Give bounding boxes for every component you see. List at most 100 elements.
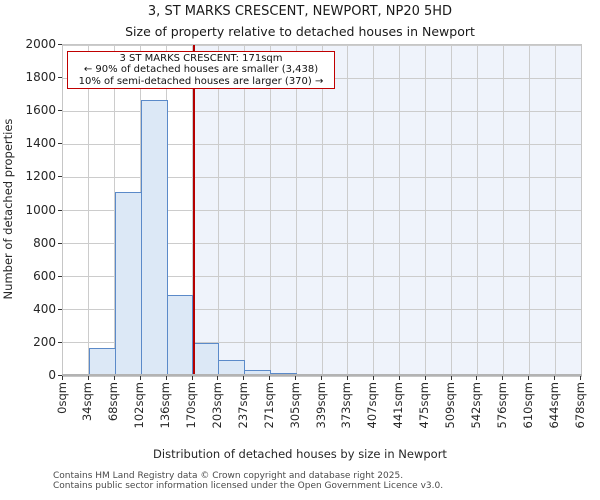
attribution-footer: Contains HM Land Registry data © Crown c… <box>53 471 443 491</box>
x-gridline <box>217 45 219 376</box>
histogram-bar <box>166 294 194 376</box>
y-tick-mark <box>58 209 62 211</box>
y-tick-mark <box>58 341 62 343</box>
x-tick-mark <box>528 376 530 380</box>
x-gridline <box>269 45 271 376</box>
x-tick-mark <box>502 376 504 380</box>
chart-subtitle: Size of property relative to detached ho… <box>125 24 475 39</box>
x-tick-mark <box>165 376 167 380</box>
y-tick-mark <box>58 275 62 277</box>
histogram-bar <box>218 360 246 376</box>
histogram-bar <box>192 342 220 376</box>
x-gridline <box>425 45 427 376</box>
y-tick-label: 1200 <box>25 169 56 184</box>
histogram-bar <box>114 192 142 376</box>
x-gridline <box>554 45 556 376</box>
x-gridline <box>451 45 452 376</box>
x-tick-label: 136sqm <box>158 382 173 429</box>
y-tick-mark <box>58 143 62 145</box>
x-tick-mark <box>113 376 115 380</box>
x-tick-mark <box>476 376 478 380</box>
x-tick-mark <box>191 376 193 380</box>
y-tick-mark <box>58 308 62 310</box>
y-tick-label: 1600 <box>25 103 56 118</box>
x-tick-label: 576sqm <box>494 382 509 429</box>
x-tick-label: 305sqm <box>287 382 302 429</box>
histogram-bar <box>88 347 116 376</box>
x-tick-label: 610sqm <box>520 382 535 429</box>
x-gridline <box>399 45 401 376</box>
x-gridline <box>476 45 478 376</box>
y-tick-label: 600 <box>33 268 56 283</box>
x-axis-label: Distribution of detached houses by size … <box>153 447 447 461</box>
x-tick-label: 509sqm <box>443 382 457 429</box>
x-tick-label: 644sqm <box>546 382 561 429</box>
y-tick-label: 1000 <box>25 202 56 217</box>
chart-title: 3, ST MARKS CRESCENT, NEWPORT, NP20 5HD <box>147 4 453 19</box>
footer-line-1: Contains HM Land Registry data © Crown c… <box>53 471 404 481</box>
x-gridline <box>373 45 375 376</box>
y-tick-label: 2000 <box>25 37 56 51</box>
x-gridline <box>528 45 530 376</box>
x-tick-label: 68sqm <box>106 382 121 422</box>
x-tick-mark <box>217 376 219 380</box>
x-tick-mark <box>62 376 63 380</box>
x-tick-label: 373sqm <box>339 382 354 429</box>
histogram-bar <box>140 100 168 376</box>
x-tick-mark <box>398 376 400 380</box>
x-tick-mark <box>139 376 141 380</box>
x-axis-line <box>62 374 582 376</box>
x-gridline <box>295 45 297 376</box>
y-tick-label: 1800 <box>25 70 56 85</box>
x-gridline <box>88 45 90 376</box>
y-tick-label: 1400 <box>25 136 56 151</box>
x-tick-label: 678sqm <box>572 382 587 429</box>
x-tick-label: 542sqm <box>468 382 483 429</box>
y-tick-mark <box>58 110 62 112</box>
x-tick-label: 34sqm <box>80 382 95 422</box>
y-tick-mark <box>58 242 62 244</box>
y-tick-mark <box>58 176 62 178</box>
y-tick-mark <box>58 375 62 376</box>
x-gridline <box>347 45 349 376</box>
y-tick-label: 800 <box>33 235 56 250</box>
y-tick-label: 200 <box>33 334 56 349</box>
x-gridline <box>243 45 245 376</box>
x-gridline <box>502 45 504 376</box>
annotation-larger-line: 10% of semi-detached houses are larger (… <box>78 75 324 87</box>
x-tick-mark <box>450 376 452 380</box>
x-tick-mark <box>321 376 322 380</box>
x-tick-mark <box>554 376 556 380</box>
x-tick-mark <box>87 376 89 380</box>
y-tick-mark <box>58 77 62 79</box>
property-annotation-box: 3 ST MARKS CRESCENT: 171sqm ← 90% of det… <box>67 51 335 90</box>
x-tick-label: 475sqm <box>417 382 432 429</box>
percentile-line <box>192 45 195 376</box>
y-tick-label: 0 <box>48 368 56 382</box>
x-tick-mark <box>580 376 581 380</box>
x-tick-label: 441sqm <box>391 382 406 429</box>
x-tick-mark <box>424 376 426 380</box>
footer-line-2: Contains public sector information licen… <box>53 481 444 492</box>
y-tick-mark <box>58 44 62 45</box>
y-tick-label: 400 <box>33 301 56 316</box>
x-tick-label: 339sqm <box>313 382 328 429</box>
x-tick-label: 407sqm <box>365 382 380 429</box>
x-tick-label: 271sqm <box>261 382 276 429</box>
x-tick-mark <box>295 376 297 380</box>
x-tick-mark <box>269 376 271 380</box>
x-tick-label: 203sqm <box>209 382 224 429</box>
x-tick-mark <box>243 376 245 380</box>
x-tick-label: 170sqm <box>184 382 198 429</box>
x-tick-label: 0sqm <box>54 382 69 414</box>
plot-area <box>62 44 582 377</box>
annotation-smaller-line: ← 90% of detached houses are smaller (3,… <box>83 64 319 76</box>
x-tick-label: 237sqm <box>235 382 250 429</box>
x-gridline <box>321 45 323 376</box>
x-tick-label: 102sqm <box>132 382 147 429</box>
x-gridline <box>192 45 193 376</box>
annotation-property-line: 3 ST MARKS CRESCENT: 171sqm <box>119 53 283 64</box>
x-tick-mark <box>372 376 374 380</box>
x-tick-mark <box>346 376 348 380</box>
